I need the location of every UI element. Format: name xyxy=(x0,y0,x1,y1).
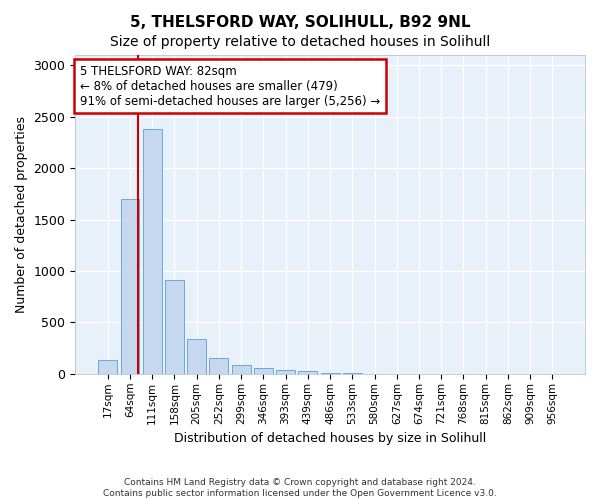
Bar xyxy=(187,339,206,374)
Bar xyxy=(320,373,340,374)
Bar xyxy=(98,360,117,374)
Y-axis label: Number of detached properties: Number of detached properties xyxy=(15,116,28,313)
Bar xyxy=(209,358,229,374)
Text: Size of property relative to detached houses in Solihull: Size of property relative to detached ho… xyxy=(110,35,490,49)
X-axis label: Distribution of detached houses by size in Solihull: Distribution of detached houses by size … xyxy=(174,432,486,445)
Bar xyxy=(254,368,273,374)
Bar xyxy=(165,280,184,374)
Text: Contains HM Land Registry data © Crown copyright and database right 2024.
Contai: Contains HM Land Registry data © Crown c… xyxy=(103,478,497,498)
Bar xyxy=(143,129,161,374)
Text: 5 THELSFORD WAY: 82sqm
← 8% of detached houses are smaller (479)
91% of semi-det: 5 THELSFORD WAY: 82sqm ← 8% of detached … xyxy=(80,64,380,108)
Bar xyxy=(121,199,139,374)
Bar xyxy=(298,372,317,374)
Bar xyxy=(232,364,251,374)
Bar xyxy=(276,370,295,374)
Text: 5, THELSFORD WAY, SOLIHULL, B92 9NL: 5, THELSFORD WAY, SOLIHULL, B92 9NL xyxy=(130,15,470,30)
